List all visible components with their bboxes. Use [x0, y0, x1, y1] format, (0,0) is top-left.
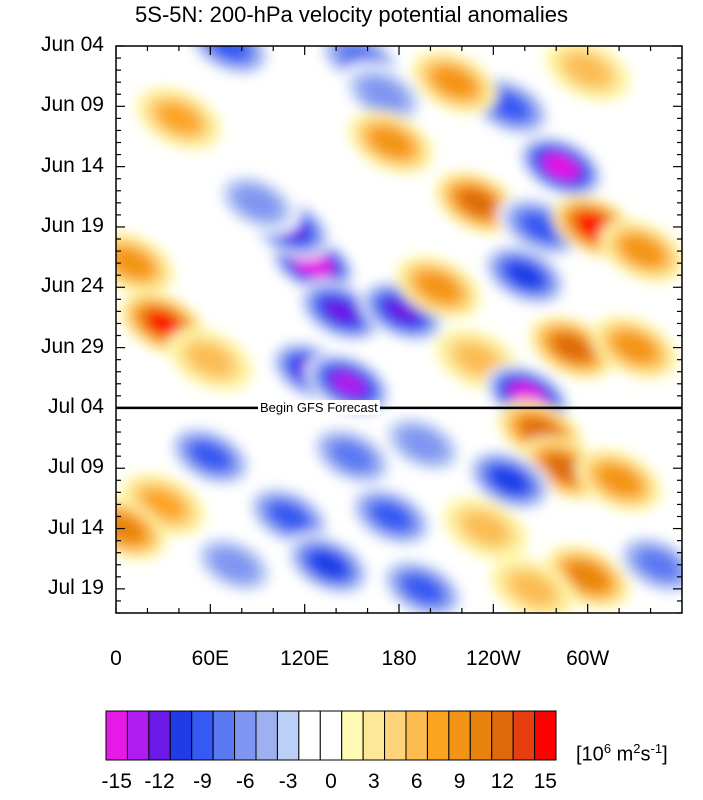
anomaly-center-41	[284, 532, 372, 597]
y-tick-label: Jun 19	[40, 213, 104, 237]
colorbar-box	[212, 710, 236, 761]
colorbar-box	[255, 710, 278, 761]
chart-title: 5S-5N: 200-hPa velocity potential anomal…	[135, 2, 568, 27]
anomaly-center-13	[116, 231, 176, 296]
anomaly-center-2	[339, 62, 427, 127]
colorbar	[105, 710, 557, 761]
anomaly-center-35	[379, 412, 466, 477]
colorbar-box	[426, 710, 450, 761]
colorbar-box	[191, 710, 214, 761]
colorbar-label: 15	[533, 770, 557, 793]
y-tick-label: Jun 04	[40, 33, 104, 56]
x-tick-label: 0	[110, 647, 122, 670]
anomaly-center-23	[591, 315, 679, 380]
anomaly-center-6	[135, 86, 223, 151]
colorbar-box	[169, 710, 193, 761]
colorbar-label: -3	[278, 770, 298, 793]
anomaly-field	[116, 46, 682, 613]
y-tick-label: Jul 04	[47, 394, 104, 418]
colorbar-box	[105, 710, 128, 761]
anomaly-center-43	[379, 556, 466, 613]
colorbar-label: -15	[101, 770, 132, 793]
anomaly-center-34	[308, 424, 396, 489]
colorbar-label: 12	[490, 770, 515, 793]
anomaly-center-37	[245, 484, 333, 549]
colorbar-label: 9	[453, 770, 466, 793]
colorbar-box	[469, 710, 493, 761]
anomaly-center-39	[442, 496, 529, 561]
anomaly-center-8	[517, 134, 605, 199]
anomaly-center-36	[465, 448, 553, 513]
x-tick-label: 60W	[566, 647, 610, 670]
colorbar-label: 0	[325, 770, 337, 793]
anomaly-center-20	[394, 255, 482, 320]
axis-ticks	[115, 45, 682, 614]
colorbar-box	[384, 710, 407, 761]
anomaly-center-26	[166, 327, 254, 392]
anomaly-center-12	[599, 219, 682, 284]
anomaly-center-31	[575, 448, 663, 513]
colorbar-box	[448, 710, 471, 761]
y-tick-label: Jul 14	[47, 515, 104, 539]
y-tick-label: Jul 19	[47, 575, 104, 599]
anomaly-center-42	[190, 532, 278, 597]
anomaly-center-46	[489, 556, 576, 613]
colorbar-label: 6	[410, 770, 423, 793]
anomaly-center-38	[347, 484, 435, 549]
forecast-label: Begin GFS Forecast	[258, 399, 380, 415]
anomaly-center-22	[528, 315, 616, 380]
colorbar-label: -9	[193, 770, 212, 793]
colorbar-box	[319, 710, 343, 761]
colorbar-box	[276, 710, 300, 761]
x-tick-label: 120W	[465, 647, 521, 670]
anomaly-center-25	[305, 351, 393, 416]
y-tick-label: Jul 09	[47, 455, 104, 479]
colorbar-box	[341, 710, 364, 761]
colorbar-box	[234, 710, 257, 761]
y-tick-label: Jun 14	[40, 153, 104, 177]
x-tick-label: 60E	[191, 647, 230, 670]
colorbar-label: -12	[144, 770, 175, 793]
colorbar-box	[362, 710, 386, 761]
x-tick-label: 120E	[280, 647, 330, 670]
anomaly-center-32	[166, 424, 254, 489]
colorbar-box	[512, 710, 536, 761]
x-tick-label: 180	[381, 647, 417, 670]
colorbar-box	[534, 710, 557, 761]
colorbar-box	[298, 710, 321, 761]
anomaly-center-17	[214, 170, 301, 235]
y-tick-label: Jun 24	[40, 274, 104, 298]
y-tick-label: Jun 29	[40, 334, 104, 358]
colorbar-box	[126, 710, 150, 761]
colorbar-label: -6	[235, 770, 255, 793]
anomaly-center-5	[544, 46, 632, 103]
anomaly-center-7	[347, 110, 435, 175]
anomaly-center-21	[481, 243, 569, 308]
colorbar-box	[148, 710, 171, 761]
anomaly-center-45	[615, 532, 682, 597]
colorbar-unit: [106 m2s-1]	[576, 741, 668, 766]
anomaly-center-4	[410, 50, 498, 115]
y-tick-label: Jun 09	[40, 93, 104, 117]
colorbar-label: 3	[368, 770, 380, 793]
colorbar-box	[405, 710, 428, 761]
colorbar-box	[491, 710, 514, 761]
